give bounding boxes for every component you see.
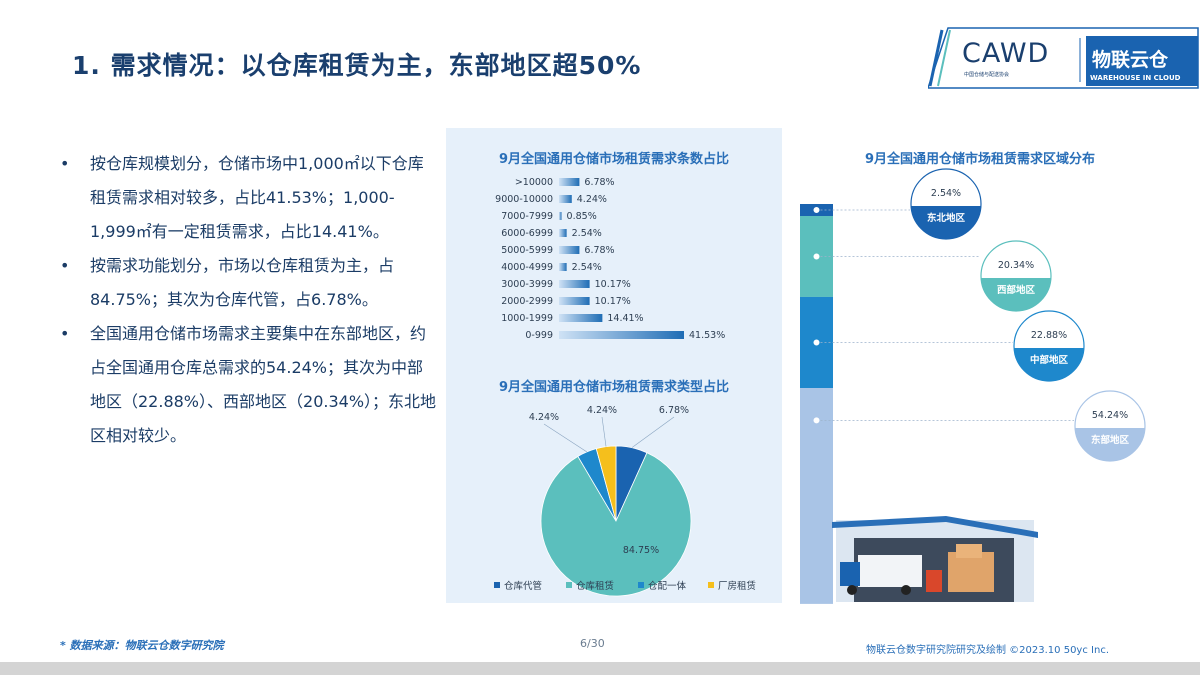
bar-category-label: 3000-3999 — [501, 279, 553, 290]
pie-value-label: 84.75% — [623, 545, 659, 556]
bar-mark — [559, 297, 590, 305]
region-value-label: 54.24% — [1092, 410, 1128, 421]
region-bubble-fill — [911, 206, 981, 239]
bar-value-label: 6.78% — [584, 177, 614, 188]
bar-mark — [559, 280, 590, 288]
bar-category-label: >10000 — [515, 177, 553, 188]
cargo-boxes-top — [956, 544, 982, 558]
legend-swatch — [566, 582, 572, 588]
bullet-icon: • — [60, 154, 70, 173]
pie-leader-line — [543, 423, 587, 453]
region-name-label: 东部地区 — [1091, 434, 1130, 446]
truck-wheel — [847, 585, 857, 595]
pie-value-label: 4.24% — [587, 405, 617, 416]
region-value-label: 22.88% — [1031, 330, 1067, 341]
truck-cab — [840, 562, 860, 586]
bullet-icon: • — [60, 324, 70, 343]
region-marker — [812, 252, 821, 261]
bar-category-label: 1000-1999 — [501, 313, 553, 324]
bar-mark — [559, 178, 580, 186]
region-chart: 2.54% 东北地区 20.34% 西部地区 22.88% 中部地区 54.24% 东部地区 — [800, 168, 1146, 604]
cargo-boxes — [948, 552, 994, 592]
bullet-list: • 按仓库规模划分，仓储市场中1,000㎡以下仓库租赁需求相对较多，占比41.53… — [58, 147, 438, 453]
bar-mark — [559, 246, 580, 254]
bar-value-label: 14.41% — [607, 313, 643, 324]
legend-swatch — [708, 582, 714, 588]
bar-value-label: 2.54% — [572, 228, 602, 239]
bar-category-label: 5000-5999 — [501, 245, 553, 256]
legend-swatch — [638, 582, 644, 588]
bottom-bar — [0, 662, 1200, 675]
bullet-icon: • — [60, 256, 70, 275]
region-marker — [812, 338, 821, 347]
warehouse-illustration — [832, 516, 1038, 602]
logo-brand-text: 物联云仓 — [1092, 48, 1169, 71]
bar-value-label: 0.85% — [567, 211, 597, 222]
truck-trailer — [858, 555, 922, 587]
bar-mark — [559, 229, 567, 237]
type-pie-chart: 6.78% 84.75% 4.24% 4.24% 仓库代管 仓库租赁 仓配一体 厂房租赁 — [494, 405, 756, 597]
truck-wheel — [901, 585, 911, 595]
bar-category-label: 7000-7999 — [501, 211, 553, 222]
bullet-item: • 全国通用仓储市场需求主要集中在东部地区，约占全国通用仓库总需求的54.24%；… — [58, 317, 438, 453]
region-name-label: 中部地区 — [1030, 354, 1069, 366]
bullet-text: 全国通用仓储市场需求主要集中在东部地区，约占全国通用仓库总需求的54.24%；其… — [90, 324, 437, 445]
region-name-label: 东北地区 — [927, 212, 966, 224]
region-bubble-fill — [1014, 348, 1084, 381]
size-chart-title: 9月全国通用仓储市场租赁需求条数占比 — [498, 152, 730, 167]
forklift — [926, 570, 942, 592]
pie-value-label: 4.24% — [529, 412, 559, 423]
logo-graphic: CAWD 中国仓储与配送协会 物联云仓 WAREHOUSE IN CLOUD — [926, 27, 1199, 89]
type-chart-title: 9月全国通用仓储市场租赁需求类型占比 — [498, 380, 730, 395]
logo-cawd-text: CAWD — [962, 38, 1049, 69]
bar-value-label: 10.17% — [595, 296, 631, 307]
logo: CAWD 中国仓储与配送协会 物联云仓 WAREHOUSE IN CLOUD — [926, 26, 1200, 96]
legend-label: 仓配一体 — [648, 580, 687, 592]
bar-mark — [559, 331, 684, 339]
region-marker — [812, 416, 821, 425]
warehouse-roof — [832, 516, 1038, 538]
pie-leader-line — [631, 416, 675, 448]
bar-category-label: 2000-2999 — [501, 296, 553, 307]
bar-mark — [559, 195, 572, 203]
pie-slice — [540, 452, 692, 597]
legend-swatch — [494, 582, 500, 588]
size-bar-chart: >10000 6.78% 9000-10000 4.24% 7000-7999 0.85%… — [495, 177, 725, 341]
page-title: 1. 需求情况：以仓库租赁为主，东部地区超50% — [72, 51, 642, 80]
logo-brand-en: WAREHOUSE IN CLOUD — [1090, 74, 1181, 82]
region-value-label: 2.54% — [931, 188, 961, 199]
bullet-item: • 按需求功能划分，市场以仓库租赁为主，占84.75%；其次为仓库代管，占6.78… — [58, 249, 438, 317]
bar-mark — [559, 263, 567, 271]
bar-category-label: 0-999 — [525, 330, 553, 341]
credit-note: 物联云仓数字研究院研究及绘制 ©2023.10 50yc Inc. — [866, 645, 1109, 656]
region-chart-title: 9月全国通用仓储市场租赁需求区域分布 — [864, 152, 1096, 167]
logo-cawd-sub: 中国仓储与配送协会 — [964, 71, 1009, 78]
bar-category-label: 4000-4999 — [501, 262, 553, 273]
bar-value-label: 2.54% — [572, 262, 602, 273]
bar-category-label: 6000-6999 — [501, 228, 553, 239]
legend-label: 仓库租赁 — [576, 580, 614, 592]
bar-value-label: 10.17% — [595, 279, 631, 290]
bullet-text: 按仓库规模划分，仓储市场中1,000㎡以下仓库租赁需求相对较多，占比41.53%… — [90, 154, 424, 241]
bar-mark — [559, 314, 603, 322]
region-value-label: 20.34% — [998, 260, 1034, 271]
pie-value-label: 6.78% — [659, 405, 689, 416]
region-bubble-fill — [1075, 428, 1145, 461]
bar-value-label: 6.78% — [584, 245, 614, 256]
bullet-item: • 按仓库规模划分，仓储市场中1,000㎡以下仓库租赁需求相对较多，占比41.53… — [58, 147, 438, 249]
legend-label: 厂房租赁 — [718, 580, 756, 592]
bullet-text: 按需求功能划分，市场以仓库租赁为主，占84.75%；其次为仓库代管，占6.78%… — [90, 256, 395, 309]
region-name-label: 西部地区 — [997, 284, 1036, 296]
pie-leader-line — [601, 416, 607, 447]
region-marker — [812, 206, 821, 214]
legend-label: 仓库代管 — [504, 580, 542, 592]
bar-value-label: 4.24% — [577, 194, 607, 205]
bar-category-label: 9000-10000 — [495, 194, 553, 205]
bar-value-label: 41.53% — [689, 330, 725, 341]
bar-mark — [559, 212, 562, 220]
page-number: 6/30 — [580, 637, 605, 650]
data-source-note: * 数据来源：物联云仓数字研究院 — [60, 639, 224, 652]
